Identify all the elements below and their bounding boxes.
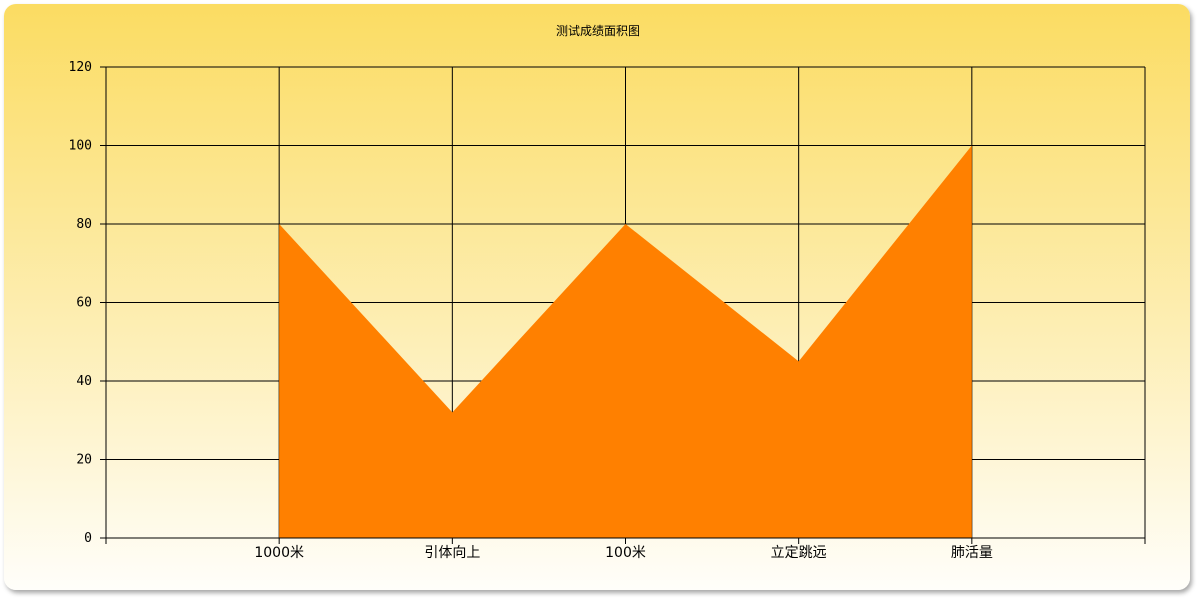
x-axis-categories: 1000米 引体向上 100米 立定跳远 肺活量 <box>254 545 992 561</box>
y-tick-label: 80 <box>76 217 92 232</box>
x-category-label: 立定跳远 <box>771 545 827 561</box>
y-tick-label: 40 <box>76 374 92 389</box>
x-category-label: 1000米 <box>254 545 304 561</box>
axes <box>100 66 1146 544</box>
x-category-label: 肺活量 <box>951 545 993 561</box>
y-axis-ticks: 0 20 40 60 80 100 120 <box>69 60 92 546</box>
area-fill <box>279 145 972 538</box>
x-category-label: 100米 <box>605 545 646 561</box>
y-tick-label: 0 <box>84 531 92 546</box>
chart-title: 测试成绩面积图 <box>556 23 640 38</box>
x-category-label: 引体向上 <box>424 545 480 561</box>
y-tick-label: 100 <box>69 139 92 154</box>
y-tick-label: 60 <box>76 296 92 311</box>
y-tick-label: 120 <box>69 60 92 75</box>
area-series <box>279 145 972 538</box>
y-tick-label: 20 <box>76 453 92 468</box>
